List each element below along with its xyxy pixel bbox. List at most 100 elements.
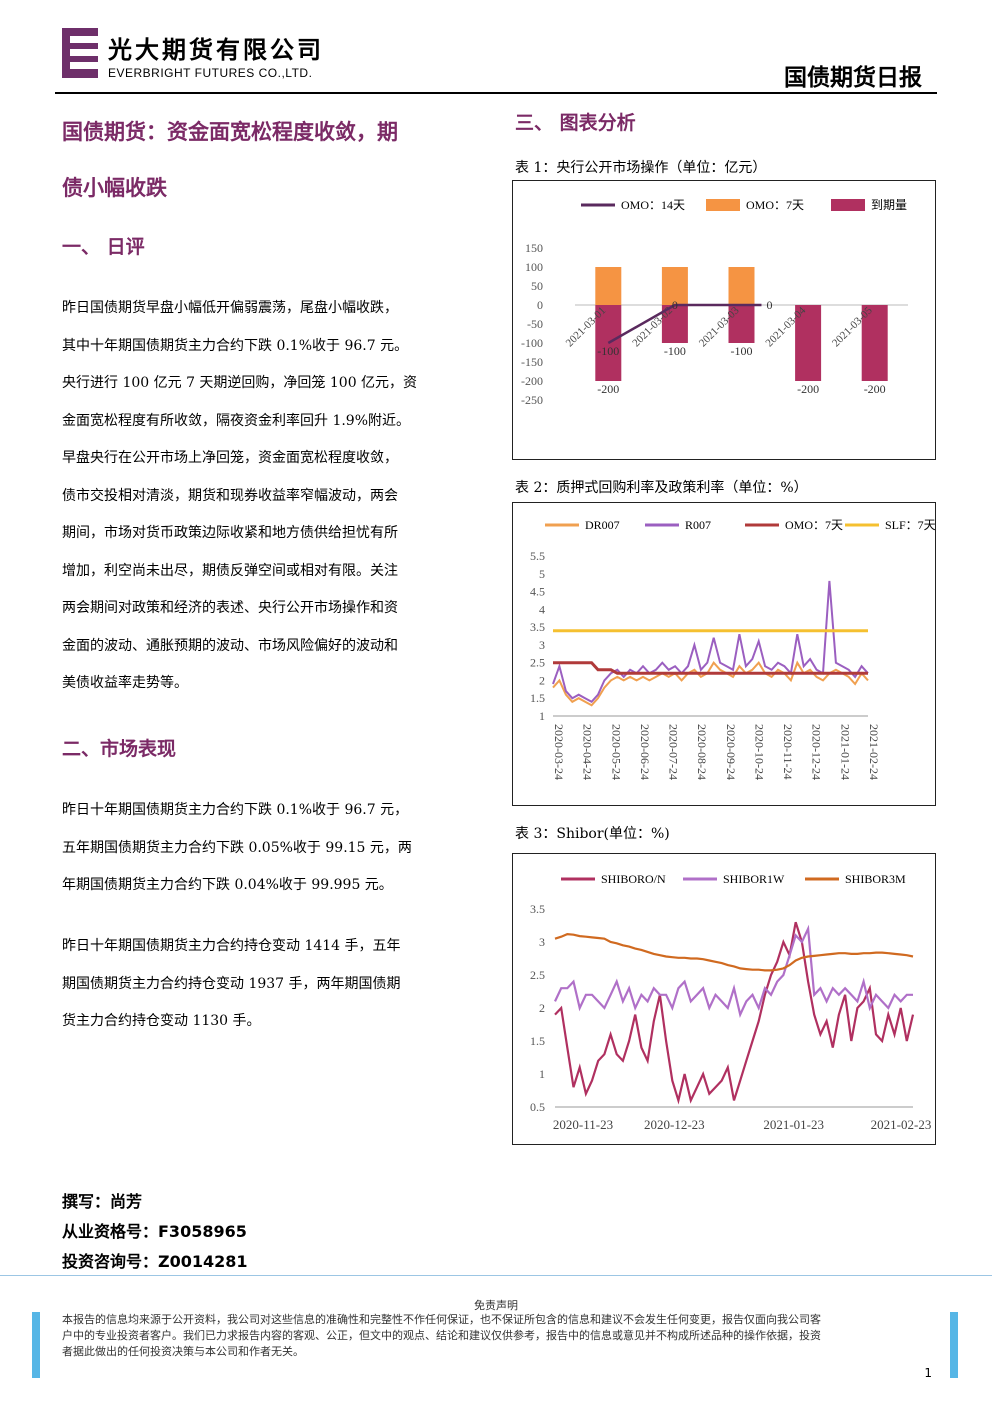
- y-tick-label: 3: [539, 638, 545, 652]
- y-tick-label: 2: [539, 1001, 545, 1015]
- x-tick-label: 2020-03-24: [552, 724, 566, 780]
- header-divider: [55, 92, 937, 94]
- y-tick-label: 1.5: [530, 1034, 545, 1048]
- y-tick-label: 100: [525, 260, 543, 274]
- x-tick-label: 2020-10-24: [752, 724, 766, 780]
- data-label: -200: [864, 382, 886, 396]
- y-tick-label: -100: [521, 336, 543, 350]
- series-line: [554, 932, 914, 972]
- paragraph-line: 美债收益率走势等。: [62, 675, 188, 691]
- disclaimer-line: 户中的专业投资者客户。我们已力求报告内容的客观、公正，但文中的观点、结论和建议仅…: [62, 1329, 821, 1342]
- legend-swatch: [831, 199, 865, 211]
- disclaimer-line: 本报告的信息均来源于公开资料，我公司对这些信息的准确性和完整性不作任何保证，也不…: [62, 1313, 821, 1326]
- x-tick-label: 2020-11-24: [781, 724, 795, 780]
- x-tick-label: 2021-02-24: [867, 724, 881, 780]
- x-tick-label: 2020-09-24: [724, 724, 738, 780]
- footer-left-bar: [32, 1312, 40, 1378]
- article-title: 国债期货：资金面宽松程度收敛，期 债小幅收跌: [62, 104, 492, 216]
- paragraph-line: 其中十年期国债期货主力合约下跌 0.1%收于 96.7 元。: [62, 337, 409, 354]
- y-tick-label: -250: [521, 393, 543, 407]
- y-tick-label: -200: [521, 374, 543, 388]
- paragraph-line: 昨日国债期货早盘小幅低开偏弱震荡，尾盘小幅收跌，: [62, 300, 398, 316]
- data-label: 0: [672, 298, 678, 312]
- company-logo: [62, 28, 98, 78]
- legend-label: 到期量: [871, 198, 907, 212]
- legend-label: OMO：7天: [746, 198, 804, 212]
- chart3-caption: 表 3：Shibor(单位：%): [515, 826, 670, 842]
- data-label: -100: [597, 344, 619, 358]
- chart2-caption: 表 2：质押式回购利率及政策利率（单位：%）: [515, 480, 808, 496]
- paragraph-line: 年期国债期货主力合约下跌 0.04%收于 99.995 元。: [62, 877, 393, 893]
- paragraph-line: 期国债期货主力合约持仓变动 1937 手，两年期国债期: [62, 975, 401, 992]
- series-line: [554, 921, 915, 1105]
- y-tick-label: 50: [531, 279, 543, 293]
- x-tick-label: 2020-06-24: [638, 724, 652, 780]
- repo-rates-chart: 5.5 5 4.5 4 3.5 3 2.5 2 1.5 1 DR007 R007 OMO：7天 SLF：7…: [530, 518, 936, 780]
- data-label: -100: [664, 344, 686, 358]
- y-tick-label: 3.5: [530, 902, 545, 916]
- page-number: 1: [924, 1366, 932, 1380]
- x-tick-label: 2020-11-23: [553, 1117, 613, 1132]
- y-tick-label: -150: [521, 355, 543, 369]
- disclaimer-title: 免责声明: [474, 1299, 518, 1312]
- chart3-frame: 3.5 3 2.5 2 1.5 1 0.5 SHIBORO/N SHIBOR1W SHIBOR3M…: [512, 853, 936, 1145]
- paragraph-line: 两会期间对政策和经济的表述、央行公开市场操作和资: [62, 600, 398, 616]
- footer-divider: [0, 1275, 992, 1276]
- legend-label: OMO：14天: [621, 198, 685, 212]
- series-line: [554, 924, 913, 1018]
- chart1-frame: 150 100 50 0 -50 -100 -150 -200 -250 OMO：14天 OMO：7…: [512, 180, 936, 460]
- company-name-cn: 光大期货有限公司: [108, 35, 324, 64]
- x-tick-label: 2021-02-23: [871, 1117, 932, 1132]
- section-heading-chart-analysis: 三、 图表分析: [515, 112, 636, 134]
- y-tick-label: 3.5: [530, 620, 545, 634]
- article-title-line1: 国债期货：资金面宽松程度收敛，期: [62, 119, 398, 144]
- y-tick-label: 4.5: [530, 585, 545, 599]
- paragraph-line: 央行进行 100 亿元 7 天期逆回购，净回笼 100 亿元，资: [62, 375, 418, 391]
- author-consulting-id: 投资咨询号：Z0014281: [62, 1252, 248, 1271]
- legend-label: OMO：7天: [785, 518, 843, 532]
- y-tick-label: 5: [539, 567, 545, 581]
- market-performance-paragraph-2: 昨日十年期国债期货主力合约持仓变动 1414 手，五年 期国债期货主力合约持仓变动…: [62, 928, 482, 1041]
- paragraph-line: 货主力合约持仓变动 1130 手。: [62, 1013, 261, 1029]
- paragraph-line: 增加，利空尚未出尽，期债反弹空间或相对有限。关注: [62, 562, 398, 579]
- series-line: [553, 661, 868, 675]
- y-tick-label: 2.5: [530, 656, 545, 670]
- author-qualification: 从业资格号：F3058965: [62, 1222, 247, 1241]
- x-tick-label: 2020-12-24: [810, 724, 824, 780]
- chart1-caption: 表 1：央行公开市场操作（单位：亿元）: [515, 160, 767, 176]
- section-heading-market-performance: 二、市场表现: [62, 738, 177, 760]
- paragraph-line: 昨日十年期国债期货主力合约下跌 0.1%收于 96.7 元，: [62, 802, 409, 818]
- article-title-line2: 债小幅收跌: [62, 175, 167, 200]
- x-tick-label: 2020-12-23: [644, 1117, 705, 1132]
- x-tick-label: 2021-01-23: [763, 1117, 824, 1132]
- maturity-bar: [595, 305, 622, 381]
- legend-label: DR007: [585, 518, 620, 532]
- x-tick-label: 2020-05-24: [609, 724, 623, 780]
- y-tick-label: -50: [527, 317, 543, 331]
- y-tick-label: 2.5: [530, 968, 545, 982]
- paragraph-line: 债市交投相对清淡，期货和现券收益率窄幅波动，两会: [62, 487, 398, 504]
- section-heading-daily-review: 一、 日评: [62, 236, 145, 258]
- legend-label: SHIBORO/N: [601, 872, 666, 886]
- data-label: -200: [597, 382, 619, 396]
- y-tick-label: 0.5: [530, 1100, 545, 1114]
- market-performance-paragraph-1: 昨日十年期国债期货主力合约下跌 0.1%收于 96.7 元， 五年期国债期货主力合…: [62, 792, 482, 905]
- legend-label: SLF：7天: [885, 518, 935, 532]
- paragraph-line: 早盘央行在公开市场上净回笼，资金面宽松程度收敛，: [62, 450, 398, 466]
- y-tick-label: 1: [539, 1067, 545, 1081]
- maturity-bar: [795, 305, 822, 381]
- paragraph-line: 期间，市场对货币政策边际收紧和地方债供给担忧有所: [62, 525, 398, 541]
- y-tick-label: 150: [525, 241, 543, 255]
- paragraph-line: 昨日十年期国债期货主力合约持仓变动 1414 手，五年: [62, 938, 401, 954]
- legend-swatch: [706, 199, 740, 211]
- legend-label: SHIBOR3M: [845, 872, 906, 886]
- y-tick-label: 4: [539, 602, 545, 616]
- daily-review-paragraph: 昨日国债期货早盘小幅低开偏弱震荡，尾盘小幅收跌， 其中十年期国债期货主力合约下跌 …: [62, 290, 482, 703]
- y-tick-label: 1.5: [530, 691, 545, 705]
- data-label: 0: [767, 298, 773, 312]
- maturity-bar: [728, 305, 755, 343]
- y-tick-label: 0: [537, 298, 543, 312]
- x-tick-label: 2021-01-24: [838, 724, 852, 780]
- data-label: -200: [797, 382, 819, 396]
- omo-14d-line: [607, 303, 762, 345]
